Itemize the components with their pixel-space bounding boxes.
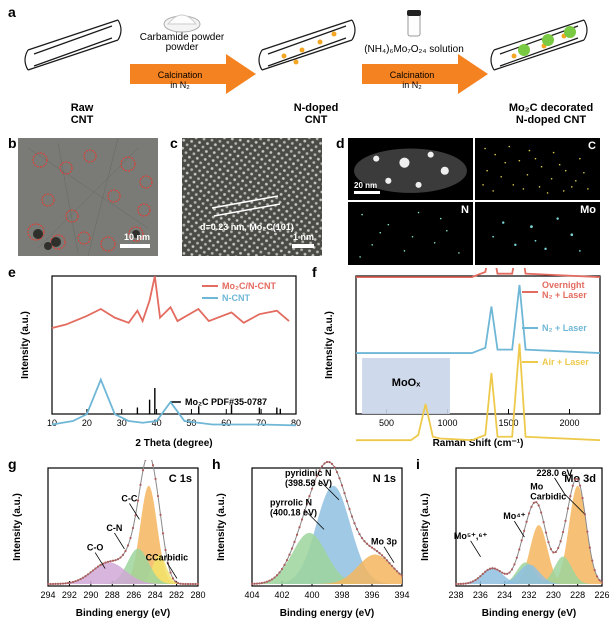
figure: a Carbamide powder powder Calcination in… — [0, 0, 613, 624]
svg-text:MoOₓ: MoOₓ — [392, 377, 421, 389]
svg-text:Binding energy (eV): Binding energy (eV) — [76, 608, 170, 619]
svg-text:226: 226 — [594, 590, 609, 600]
panel-g: 294 292 290 288 286 284 282 280 Binding energy (… — [8, 460, 206, 620]
label-c: c — [170, 135, 178, 151]
svg-text:Intensity (a.u.): Intensity (a.u.) — [420, 493, 431, 561]
scalebar-b: 10 nm — [124, 232, 150, 242]
svg-text:396: 396 — [364, 590, 379, 600]
schematic: Carbamide powder powder Calcination in N… — [10, 6, 603, 132]
svg-text:Mo₂C PDF#35-0787: Mo₂C PDF#35-0787 — [185, 397, 267, 407]
svg-text:70: 70 — [256, 418, 266, 428]
svg-text:in N₂: in N₂ — [402, 80, 422, 90]
svg-text:Mo: Mo — [530, 482, 543, 492]
panel-b: 10 nm — [18, 138, 158, 256]
svg-text:N₂ + Laser: N₂ + Laser — [542, 290, 587, 300]
svg-text:238: 238 — [448, 590, 463, 600]
svg-text:394: 394 — [394, 590, 409, 600]
svg-text:80: 80 — [291, 418, 301, 428]
svg-text:2 Theta (degree): 2 Theta (degree) — [135, 438, 212, 449]
arrow2-top: (NH₄)₆Mo₇O₂₄ solution — [364, 44, 464, 55]
eds-c: C — [475, 138, 600, 200]
svg-text:234: 234 — [497, 590, 512, 600]
svg-text:286: 286 — [126, 590, 141, 600]
svg-text:500: 500 — [379, 418, 394, 428]
svg-text:C-O: C-O — [87, 543, 104, 553]
svg-text:228: 228 — [570, 590, 585, 600]
svg-text:292: 292 — [62, 590, 77, 600]
svg-text:236: 236 — [473, 590, 488, 600]
svg-text:N-CNT: N-CNT — [222, 293, 250, 303]
svg-text:402: 402 — [274, 590, 289, 600]
svg-text:Intensity (a.u.): Intensity (a.u.) — [20, 311, 31, 379]
panel-i: 238 236 234 232 230 228 226 Binding energy (eV)… — [416, 460, 610, 620]
svg-text:228.0 eV: 228.0 eV — [537, 468, 573, 478]
scalebar-c: 1 nm — [293, 232, 314, 242]
svg-text:280: 280 — [190, 590, 205, 600]
svg-text:pyrrolic N: pyrrolic N — [270, 497, 312, 507]
stage1-caption: RawCNT — [42, 102, 122, 126]
panel-d: 20 nm C N — [348, 138, 600, 256]
panel-h: 404 402 400 398 396 394 Binding energy (eV) Int… — [212, 460, 410, 620]
svg-text:230: 230 — [546, 590, 561, 600]
svg-text:Intensity (a.u.): Intensity (a.u.) — [324, 311, 335, 379]
svg-text:N₂ + Laser: N₂ + Laser — [542, 323, 587, 333]
svg-text:Carbidic: Carbidic — [530, 492, 566, 502]
svg-text:398: 398 — [334, 590, 349, 600]
svg-text:Mo₂C/N-CNT: Mo₂C/N-CNT — [222, 281, 276, 291]
eds-n: N — [348, 202, 473, 264]
svg-text:288: 288 — [105, 590, 120, 600]
svg-text:1500: 1500 — [498, 418, 518, 428]
svg-text:232: 232 — [521, 590, 536, 600]
eds-n-label: N — [461, 204, 469, 216]
svg-text:Air + Laser: Air + Laser — [542, 357, 589, 367]
svg-text:Intensity (a.u.): Intensity (a.u.) — [12, 493, 23, 561]
svg-text:Mo⁴⁺: Mo⁴⁺ — [503, 511, 525, 521]
svg-text:20: 20 — [82, 418, 92, 428]
stage3-caption: Mo₂C decoratedN-doped CNT — [496, 102, 606, 126]
svg-text:N 1s: N 1s — [373, 473, 396, 485]
svg-text:290: 290 — [83, 590, 98, 600]
svg-text:294: 294 — [40, 590, 55, 600]
svg-text:404: 404 — [244, 590, 259, 600]
eds-mo-label: Mo — [580, 204, 596, 216]
svg-text:pyridinic N: pyridinic N — [285, 468, 332, 478]
lattice-text: d=0.23 nm, Mo₂C(101) — [200, 222, 294, 232]
label-b: b — [8, 135, 17, 151]
svg-text:in N₂: in N₂ — [170, 80, 190, 90]
panel-e: 10203040506070802 Theta (degree)Intensit… — [8, 268, 306, 450]
svg-text:284: 284 — [148, 590, 163, 600]
svg-text:Mo⁵⁺,⁶⁺: Mo⁵⁺,⁶⁺ — [454, 531, 488, 541]
svg-text:Overnight: Overnight — [542, 280, 585, 290]
label-d: d — [336, 135, 345, 151]
arrow1-text: Calcination — [158, 70, 203, 80]
svg-text:CCarbidic: CCarbidic — [146, 552, 189, 562]
svg-text:Binding energy (eV): Binding energy (eV) — [280, 608, 374, 619]
svg-text:powder: powder — [166, 42, 199, 53]
svg-text:Calcination: Calcination — [390, 70, 435, 80]
svg-text:Mo 3p: Mo 3p — [371, 537, 398, 547]
svg-text:C 1s: C 1s — [169, 473, 192, 485]
panel-f: 500100015002000Raman Shift (cm⁻¹)Intensi… — [312, 268, 610, 450]
eds-haadf: 20 nm — [348, 138, 473, 200]
eds-mo: Mo — [475, 202, 600, 264]
eds-c-label: C — [588, 140, 596, 152]
stage2-caption: N-dopedCNT — [276, 102, 356, 126]
scalebar-d: 20 nm — [354, 181, 377, 190]
svg-text:60: 60 — [221, 418, 231, 428]
svg-text:C-N: C-N — [106, 523, 122, 533]
panel-c: 1 nm d=0.23 nm, Mo₂C(101) — [182, 138, 322, 256]
svg-text:Binding energy (eV): Binding energy (eV) — [482, 608, 576, 619]
svg-text:2000: 2000 — [559, 418, 579, 428]
svg-text:282: 282 — [169, 590, 184, 600]
svg-text:1000: 1000 — [437, 418, 457, 428]
svg-text:Intensity (a.u.): Intensity (a.u.) — [216, 493, 227, 561]
svg-text:400: 400 — [304, 590, 319, 600]
svg-text:C-C: C-C — [121, 493, 137, 503]
svg-text:40: 40 — [152, 418, 162, 428]
